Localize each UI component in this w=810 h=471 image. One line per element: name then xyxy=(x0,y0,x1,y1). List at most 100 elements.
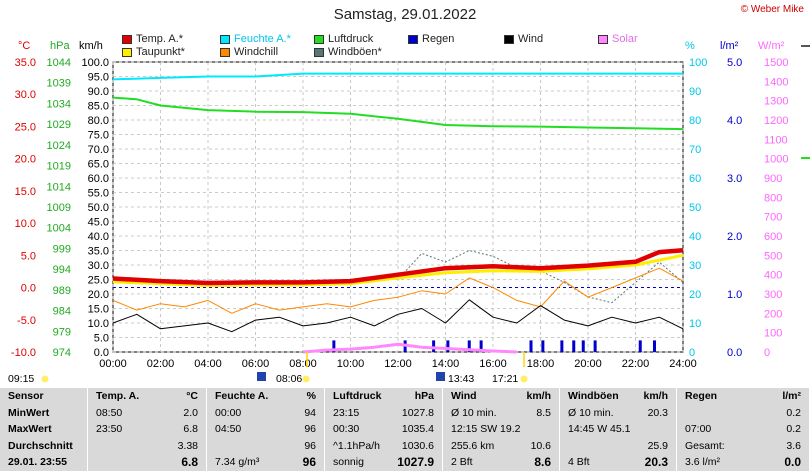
legend-label: Solar xyxy=(612,33,638,45)
axis-tick-label: 600 xyxy=(764,231,782,243)
legend-swatch xyxy=(122,34,132,44)
table-cell-value: 3.38 xyxy=(177,439,198,452)
axis-tick-label: 20.0 xyxy=(15,154,36,166)
table-column: Feuchte A.% 00:00 94 04:50 96 96 7.34 g/m³ 96 xyxy=(207,388,325,471)
axis-tick-label: -5.0 xyxy=(17,315,36,327)
table-column: Regen l/m² 0.2 07:00 0.2 Gesamt: 3.6 3.6 l/m² 0.… xyxy=(677,388,810,471)
table-cell-label: 00:00 xyxy=(215,406,242,419)
table-row: 07:00 0.2 xyxy=(677,421,809,438)
axis-tick-label: 1044 xyxy=(47,57,71,69)
legend-item: Luftdruck xyxy=(314,33,373,45)
rain-bar xyxy=(541,340,545,352)
x-tick-label: 24:00 xyxy=(669,358,697,370)
table-cell-label: 2 Bft xyxy=(451,456,473,469)
axis-tick-label: 984 xyxy=(53,306,71,318)
axis-tick-label: 100 xyxy=(764,328,782,340)
x-tick-label: 04:00 xyxy=(194,358,222,370)
axis-tick-label: 0 xyxy=(764,347,770,359)
table-cell-value: 1035.4 xyxy=(401,423,434,436)
series-line xyxy=(112,247,684,286)
unit-temp: °C xyxy=(18,40,31,52)
axis-tick-label: 0.0 xyxy=(94,347,109,359)
axis-tick-label: 60.0 xyxy=(88,173,109,185)
axis-tick-label: 20 xyxy=(689,289,701,301)
legend-label: Luftdruck xyxy=(328,33,374,45)
sunrise-icon xyxy=(257,372,266,381)
table-cell-value: 1030.6 xyxy=(401,439,434,452)
table-cell-value: 96 xyxy=(304,423,316,436)
chart-title: Samstag, 29.01.2022 xyxy=(333,6,477,23)
table-cell-value: 96 xyxy=(302,455,316,470)
axis-tick-label: 10.0 xyxy=(15,218,36,230)
table-row: 255.6 km 10.6 xyxy=(443,438,559,455)
table-cell-label: Durchschnitt xyxy=(8,439,73,452)
x-tick-label: 16:00 xyxy=(479,358,507,370)
axis-tick-label: 80 xyxy=(689,115,701,127)
x-tick-label: 12:00 xyxy=(384,358,412,370)
axis-tick-label: 1.0 xyxy=(727,289,742,301)
x-tick-label: 06:00 xyxy=(242,358,270,370)
table-cell-value: % xyxy=(306,390,316,402)
table-cell-label: 255.6 km xyxy=(451,439,495,452)
table-row: 7.34 g/m³ 96 xyxy=(207,454,324,471)
table-cell-label: 23:15 xyxy=(333,406,360,419)
table-cell-value: 94 xyxy=(304,406,316,419)
table-cell-label: Sensor xyxy=(8,390,44,402)
table-header-row: Regen l/m² xyxy=(677,388,809,405)
table-cell-label: Gesamt: xyxy=(685,439,725,452)
table-row: 25.9 xyxy=(560,438,676,455)
table-cell-label: Regen xyxy=(685,390,718,402)
rain-bar xyxy=(432,340,436,352)
table-row: 96 xyxy=(207,438,324,455)
x-tick-label: 20:00 xyxy=(574,358,602,370)
table-cell-label: 04:50 xyxy=(215,423,242,436)
table-cell-label: Windböen xyxy=(568,390,619,402)
axis-tick-label: 0 xyxy=(689,347,695,359)
sun-icon xyxy=(302,375,310,383)
table-cell-value: 10.6 xyxy=(530,439,551,452)
table-row: 23:15 1027.8 xyxy=(325,405,442,422)
axis-tick-label: 999 xyxy=(53,243,71,255)
table-row: 00:30 1035.4 xyxy=(325,421,442,438)
table-cell-value: 8.6 xyxy=(534,455,551,470)
legend-swatch xyxy=(504,34,514,44)
table-cell-label: Feuchte A. xyxy=(215,390,269,402)
axis-tick-label: 1009 xyxy=(47,202,71,214)
table-cell-value: 0.0 xyxy=(784,455,801,470)
axis-tick-label: 35.0 xyxy=(88,246,109,258)
table-cell-label: Ø 10 min. xyxy=(568,406,614,419)
table-row: 12:15 SW 19.2 xyxy=(443,421,559,438)
axis-tick-label: 70.0 xyxy=(88,144,109,156)
legend-item: Windchill xyxy=(220,46,278,58)
table-cell-value: 2.0 xyxy=(183,406,198,419)
table-cell-value: km/h xyxy=(526,390,551,402)
table-header-row: Sensor xyxy=(0,388,87,405)
table-cell-value: 6.8 xyxy=(183,423,198,436)
axis-tick-label: 50.0 xyxy=(88,202,109,214)
table-cell-value: km/h xyxy=(643,390,668,402)
axis-tick-label: 1100 xyxy=(764,134,788,146)
axis-tick-label: 100.0 xyxy=(81,57,109,69)
axis-tick-label: 1000 xyxy=(764,154,788,166)
legend-item: Wind xyxy=(504,33,543,45)
axis-tick-label: 979 xyxy=(53,326,71,338)
table-row: Durchschnitt xyxy=(0,438,87,455)
credit-link[interactable]: © Weber Mike xyxy=(740,4,804,15)
rain-bar xyxy=(653,340,656,352)
x-tick-label: 10:00 xyxy=(337,358,365,370)
table-cell-label: 29.01. 23:55 xyxy=(8,456,67,469)
rain-bar xyxy=(581,340,585,352)
table-header-row: Wind km/h xyxy=(443,388,559,405)
axis-tick-label: 40 xyxy=(689,231,701,243)
moonset-time: 13:43 xyxy=(448,373,474,385)
x-tick-label: 00:00 xyxy=(99,358,127,370)
x-tick-label: 14:00 xyxy=(432,358,460,370)
axis-tick-label: 1029 xyxy=(47,119,71,131)
axis-tick-label: 994 xyxy=(53,264,71,276)
table-row: Gesamt: 3.6 xyxy=(677,438,809,455)
table-cell-label: MinWert xyxy=(8,406,50,419)
series-line xyxy=(112,96,684,131)
axis-tick-label: 5.0 xyxy=(94,333,109,345)
series-line xyxy=(112,299,684,333)
table-row: Ø 10 min. 20.3 xyxy=(560,405,676,422)
